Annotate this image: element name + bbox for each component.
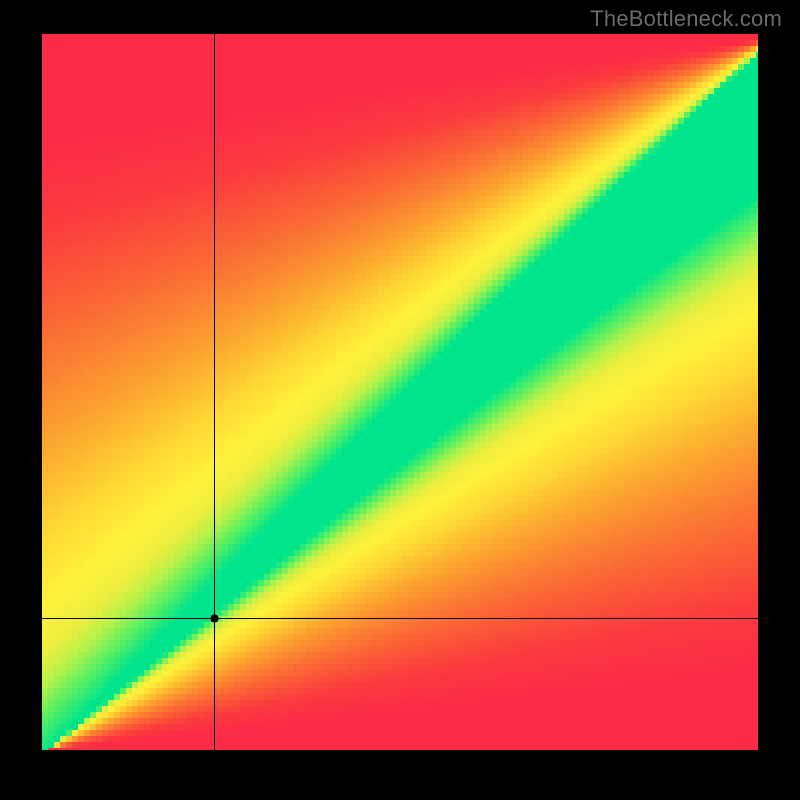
plot-area [42, 34, 758, 750]
bottleneck-heatmap [42, 34, 758, 750]
figure-container: TheBottleneck.com [0, 0, 800, 800]
watermark-text: TheBottleneck.com [590, 6, 782, 32]
